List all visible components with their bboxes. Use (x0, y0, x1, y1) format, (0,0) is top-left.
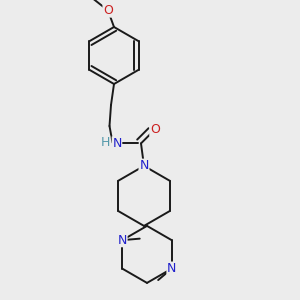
Text: N: N (139, 159, 149, 172)
Text: N: N (167, 262, 176, 275)
Text: N: N (112, 137, 122, 150)
Text: O: O (103, 4, 113, 17)
Text: N: N (139, 159, 149, 172)
Text: H: H (100, 136, 110, 149)
Text: O: O (150, 123, 160, 136)
Text: N: N (118, 234, 127, 247)
